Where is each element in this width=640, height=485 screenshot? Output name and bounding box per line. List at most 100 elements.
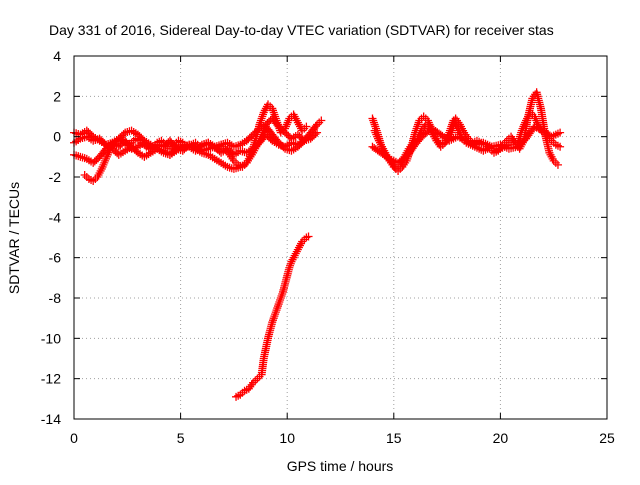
data-point xyxy=(373,132,382,141)
data-point xyxy=(271,308,280,317)
data-point xyxy=(257,114,266,123)
data-point xyxy=(304,232,313,241)
data-point xyxy=(256,116,265,125)
data-point xyxy=(278,289,287,298)
x-axis-label: GPS time / hours xyxy=(287,458,394,474)
data-point xyxy=(374,136,383,145)
x-tick-label: 15 xyxy=(386,430,402,446)
data-point xyxy=(271,310,280,319)
data-point xyxy=(298,135,307,144)
y-axis-label: SDTVAR / TECUs xyxy=(6,182,22,294)
data-point xyxy=(273,304,282,313)
y-tick-label: 0 xyxy=(53,129,61,145)
data-point xyxy=(72,151,81,160)
data-point xyxy=(246,382,255,391)
data-point xyxy=(80,170,89,179)
data-point xyxy=(270,110,279,119)
x-tick-label: 0 xyxy=(70,430,78,446)
data-point xyxy=(369,116,378,125)
y-tick-label: -12 xyxy=(41,371,61,387)
y-tick-label: -8 xyxy=(49,290,62,306)
data-point xyxy=(93,173,102,181)
data-point xyxy=(286,261,295,270)
data-point xyxy=(251,376,260,385)
data-point xyxy=(276,294,285,302)
data-point xyxy=(317,116,326,125)
data-point xyxy=(225,150,234,159)
data-point xyxy=(269,314,278,323)
data-point xyxy=(553,160,562,169)
data-point xyxy=(240,386,249,395)
data-point xyxy=(253,374,262,383)
data-point xyxy=(368,114,377,123)
x-tick-label: 25 xyxy=(599,430,615,446)
series-trace-h xyxy=(368,122,565,167)
data-point xyxy=(451,114,460,123)
data-point xyxy=(288,255,297,264)
y-tick-label: -2 xyxy=(49,169,62,185)
data-point xyxy=(551,130,560,139)
data-point xyxy=(294,120,303,129)
data-point xyxy=(274,300,283,309)
data-point xyxy=(378,142,387,151)
data-point xyxy=(268,318,277,327)
y-tick-label: 2 xyxy=(53,88,61,104)
data-point xyxy=(285,263,294,272)
plot-frame xyxy=(73,55,608,420)
y-tick-label: -10 xyxy=(41,330,61,346)
axis-ticks: 0 5 10 15 20 25 -14 -12 -10 -8 -6 -4 -2 0 2 4 xyxy=(41,48,615,446)
series-trace-e xyxy=(232,232,313,401)
data-point xyxy=(291,114,300,123)
data-point xyxy=(97,164,106,173)
y-tick-label: 4 xyxy=(53,48,61,64)
data-point xyxy=(370,126,379,135)
chart-title: Day 331 of 2016, Sidereal Day-to-day VTE… xyxy=(49,22,554,38)
data-point xyxy=(269,108,278,117)
data-point xyxy=(546,150,555,159)
data-point xyxy=(556,128,565,137)
data-points xyxy=(70,88,565,401)
data-point xyxy=(284,116,293,125)
data-point xyxy=(369,118,378,127)
data-point xyxy=(507,132,516,141)
data-point xyxy=(94,170,103,179)
data-point xyxy=(104,148,113,157)
y-tick-label: -14 xyxy=(41,411,61,427)
data-point xyxy=(272,306,281,315)
data-point xyxy=(297,239,306,248)
x-tick-label: 5 xyxy=(177,430,185,446)
data-point xyxy=(459,126,468,135)
data-point xyxy=(455,120,464,129)
grid-lines xyxy=(74,56,607,419)
data-point xyxy=(302,122,311,131)
data-point xyxy=(76,152,85,161)
data-point xyxy=(242,158,251,167)
data-point xyxy=(551,140,560,149)
data-point xyxy=(311,122,320,131)
data-point xyxy=(531,114,540,123)
data-point xyxy=(273,302,282,311)
x-tick-label: 20 xyxy=(493,430,509,446)
data-point xyxy=(502,136,511,145)
data-point xyxy=(509,136,518,145)
data-point xyxy=(302,233,311,242)
data-point xyxy=(100,158,109,167)
data-point xyxy=(413,122,422,131)
data-point xyxy=(74,152,83,161)
x-tick-label: 10 xyxy=(279,430,295,446)
data-point xyxy=(311,130,320,139)
data-point xyxy=(102,152,111,161)
data-point xyxy=(430,132,439,141)
data-point xyxy=(259,110,268,119)
data-point xyxy=(245,152,254,161)
data-point xyxy=(270,312,279,321)
data-point xyxy=(232,392,241,401)
series-trace-d xyxy=(70,114,309,161)
data-point xyxy=(275,298,284,307)
data-point xyxy=(419,112,428,121)
data-point xyxy=(268,316,277,325)
data-point xyxy=(413,120,422,129)
data-point xyxy=(268,104,277,113)
